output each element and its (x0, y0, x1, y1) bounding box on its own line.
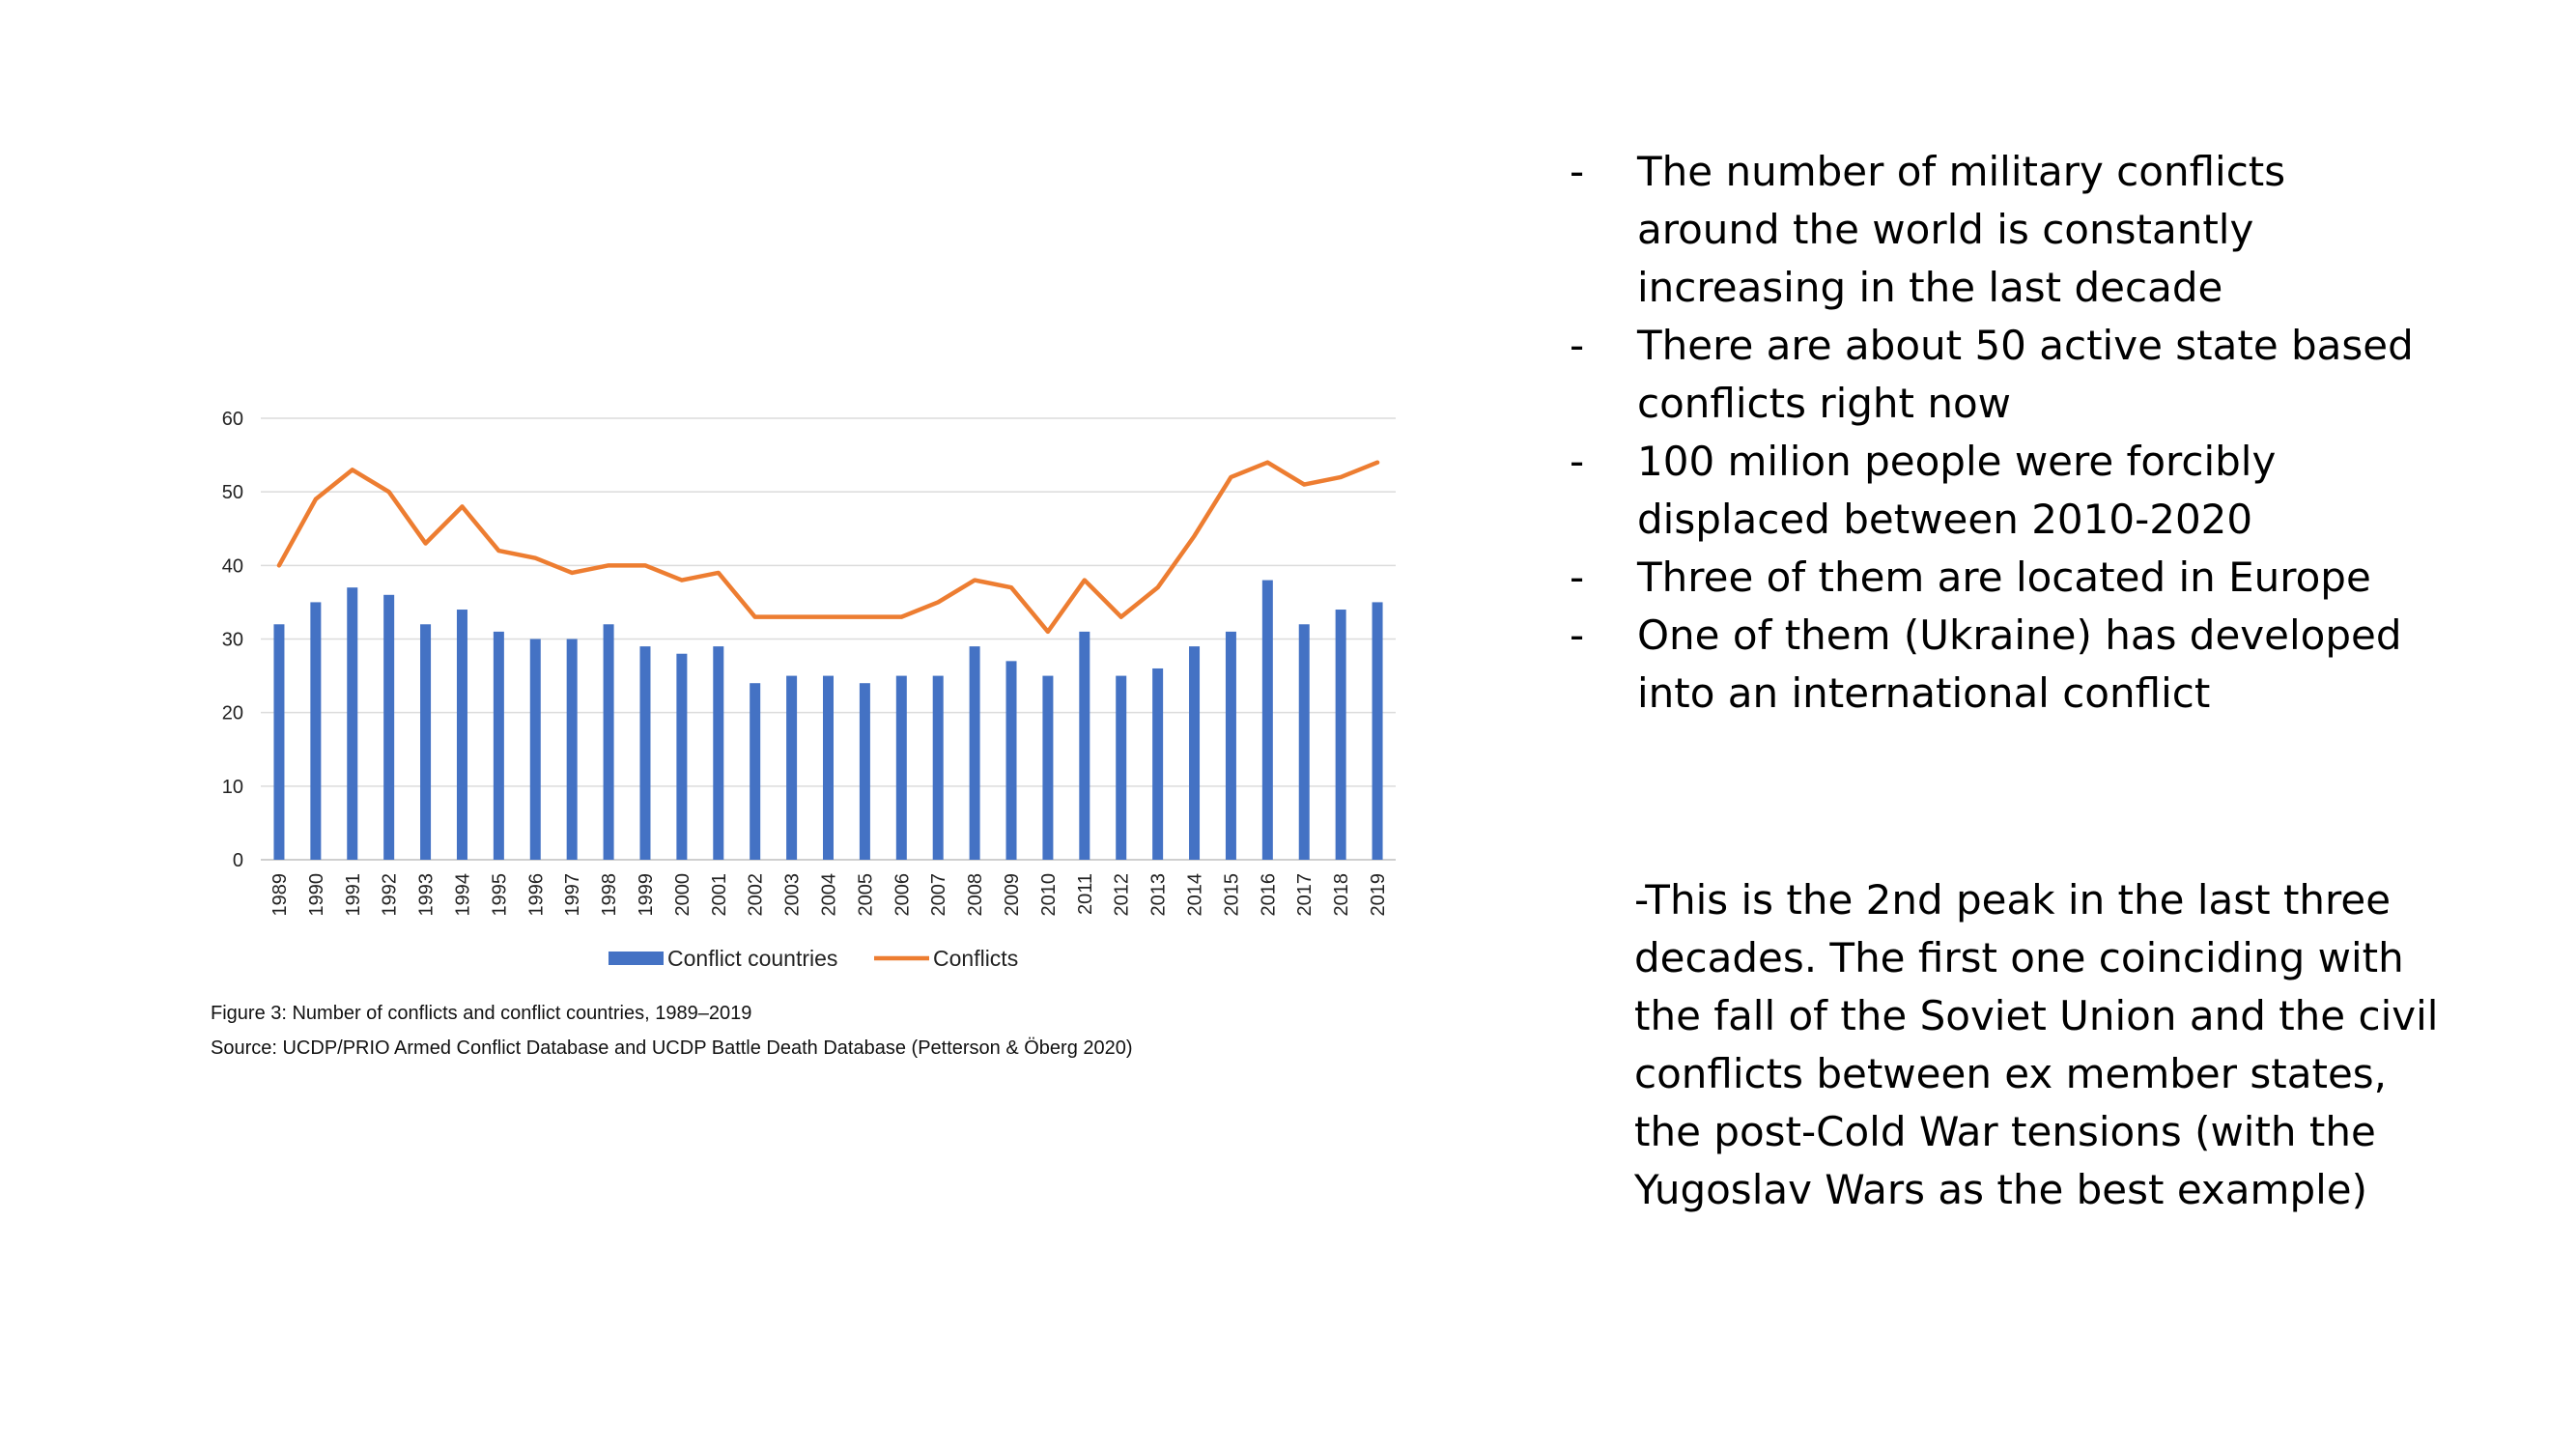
x-tick-label: 2006 (892, 873, 913, 917)
x-tick-label: 2017 (1294, 873, 1316, 917)
bar (932, 675, 944, 860)
bullet-text: There are about 50 active state based co… (1637, 322, 2414, 427)
bar (1298, 624, 1310, 860)
bullet-text: One of them (Ukraine) has developed into… (1637, 611, 2402, 717)
bullet-dash: - (1570, 438, 1585, 485)
bar (1152, 668, 1164, 860)
bullet-dash: - (1570, 611, 1585, 659)
bar (1225, 631, 1236, 860)
x-tick-label: 2019 (1368, 873, 1389, 917)
bar (1116, 675, 1127, 860)
legend-label: Conflicts (933, 946, 1018, 971)
figure-caption: Figure 3: Number of conflicts and confli… (211, 1003, 752, 1024)
x-tick-label: 2000 (672, 873, 694, 917)
bullet-dash: - (1570, 554, 1585, 601)
conflicts-line (276, 460, 1380, 635)
bar (1189, 646, 1201, 860)
bar (969, 646, 980, 860)
bar (529, 639, 541, 860)
x-tick-label: 2008 (965, 873, 986, 917)
y-tick-label: 60 (222, 409, 243, 430)
bullet-text: 100 milion people were forcibly displace… (1637, 438, 2277, 543)
x-tick-label: 1994 (452, 873, 473, 917)
x-tick-label: 2018 (1331, 873, 1352, 917)
bar (420, 624, 432, 860)
bar (859, 683, 870, 860)
x-tick-label: 2009 (1002, 873, 1023, 917)
bar (639, 646, 651, 860)
x-tick-label: 2010 (1038, 873, 1060, 917)
y-tick-label: 10 (222, 777, 243, 798)
x-tick-label: 2014 (1185, 873, 1206, 917)
x-tick-label: 1993 (416, 873, 438, 917)
bar (1372, 602, 1383, 860)
bar (347, 587, 358, 860)
y-tick-label: 50 (222, 482, 243, 503)
bar (823, 675, 834, 860)
y-tick-label: 20 (222, 703, 243, 724)
bullet-text: The number of military conflicts around … (1637, 148, 2286, 311)
bullet-item: - The number of military conflicts around… (1570, 143, 2439, 317)
x-tick-label: 2007 (928, 873, 949, 917)
source-caption: Source: UCDP/PRIO Armed Conflict Databas… (211, 1037, 1133, 1059)
x-tick-label: 2002 (746, 873, 767, 917)
bar (566, 639, 578, 860)
bullet-item: - Three of them are located in Europe (1570, 549, 2439, 607)
x-tick-label: 2003 (782, 873, 804, 917)
bar (676, 653, 688, 860)
bullet-item: - 100 milion people were forcibly displac… (1570, 433, 2439, 549)
x-tick-label: 1995 (489, 873, 510, 917)
legend-label: Conflict countries (667, 946, 837, 971)
bullet-list: - The number of military conflicts around… (1570, 143, 2439, 723)
bar (603, 624, 614, 860)
x-tick-label: 1989 (269, 873, 291, 917)
x-tick-label: 2004 (819, 873, 840, 917)
bar (750, 683, 761, 860)
bar (786, 675, 798, 860)
bar (493, 631, 504, 860)
bar (383, 594, 395, 860)
x-tick-label: 1990 (306, 873, 327, 917)
bar (273, 624, 285, 860)
bullet-dash: - (1570, 148, 1585, 195)
x-tick-label: 1998 (599, 873, 620, 917)
bullet-item: - One of them (Ukraine) has developed int… (1570, 607, 2439, 723)
bar (713, 646, 724, 860)
bar (310, 602, 322, 860)
bar (1042, 675, 1054, 860)
bar (1005, 661, 1017, 860)
bullet-item: - There are about 50 active state based c… (1570, 317, 2439, 433)
x-tick-label: 2015 (1221, 873, 1242, 917)
x-tick-label: 2013 (1148, 873, 1170, 917)
y-tick-label: 0 (233, 850, 243, 871)
y-tick-label: 30 (222, 630, 243, 651)
x-tick-label: 1991 (343, 873, 364, 917)
conflicts-chart: 0 10 20 30 40 50 60 1989 1990 1991 1992 1993 1994 199… (222, 409, 1396, 971)
bullet-text: Three of them are located in Europe (1637, 554, 2371, 601)
x-tick-label: 1996 (525, 873, 547, 917)
x-tick-label: 1992 (380, 873, 401, 917)
bar (895, 675, 907, 860)
y-tick-label: 40 (222, 555, 243, 577)
x-tick-label: 1997 (562, 873, 583, 917)
chart-figure: 0 10 20 30 40 50 60 1989 1990 1991 1992 1993 1994 199… (193, 386, 1449, 1082)
x-tick-label: 2011 (1075, 873, 1096, 915)
bullet-dash: - (1570, 322, 1585, 369)
x-tick-label: 2016 (1258, 873, 1279, 917)
bar (456, 610, 467, 860)
bar (1261, 580, 1273, 860)
bar (1079, 631, 1090, 860)
x-tick-label: 1999 (636, 873, 657, 917)
bar (1335, 610, 1346, 860)
legend-swatch-bar (609, 952, 664, 965)
note-paragraph: -This is the 2nd peak in the last three … (1634, 876, 2439, 1213)
x-tick-label: 2012 (1112, 873, 1133, 917)
x-tick-label: 2001 (709, 873, 730, 917)
x-tick-label: 2005 (855, 873, 876, 917)
